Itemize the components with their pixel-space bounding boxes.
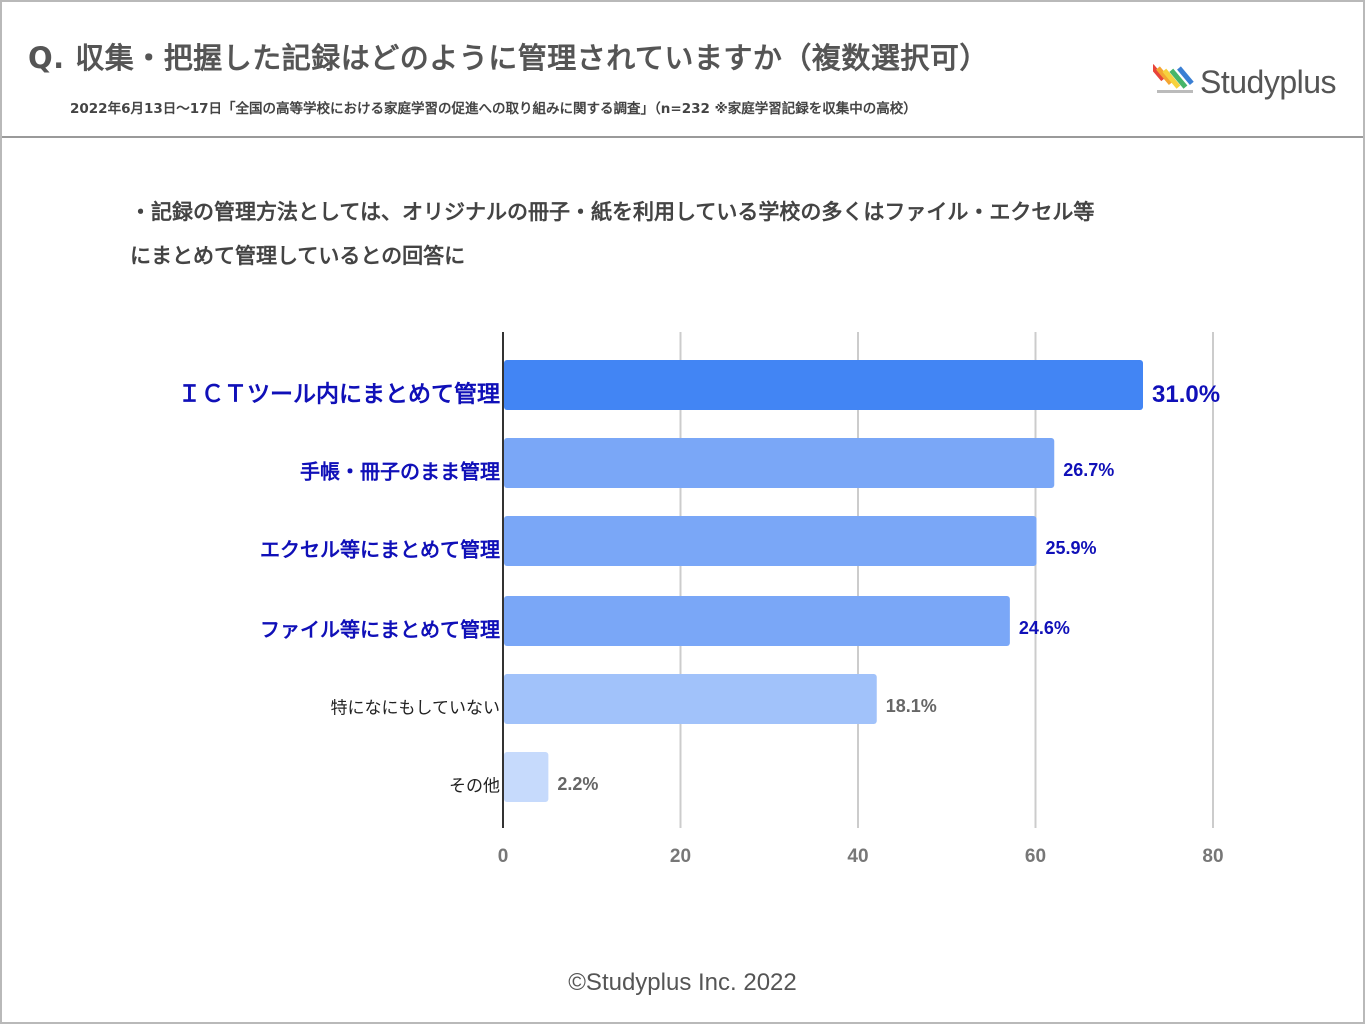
data-label: 31.0% bbox=[1152, 381, 1220, 408]
survey-subtitle: 2022年6月13日～17日「全国の高等学校における家庭学習の促進への取り組みに… bbox=[70, 101, 917, 117]
copyright: ©Studyplus Inc. 2022 bbox=[568, 969, 797, 996]
category-label: ＩＣＴツール内にまとめて管理 bbox=[178, 381, 500, 408]
category-label: 特になにもしていない bbox=[331, 698, 501, 718]
data-label: 26.7% bbox=[1063, 460, 1114, 480]
note-line-1: ・記録の管理方法としては、オリジナルの冊子・紙を利用している学校の多くはファイル… bbox=[130, 200, 1095, 224]
note-line-2: にまとめて管理しているとの回答に bbox=[130, 244, 466, 268]
bar-chart: 0 20 40 60 80 ＩＣＴツール内にまとめて管理 31.0% 手帳・冊子のまま管理 26… bbox=[178, 332, 1224, 867]
header: Q. 収集・把握した記録はどのように管理されていますか（複数選択可） 2022年… bbox=[2, 2, 1363, 138]
category-label: その他 bbox=[449, 776, 500, 796]
bar bbox=[504, 674, 877, 724]
pencil-stripes-icon bbox=[1153, 64, 1194, 93]
x-tick-label: 40 bbox=[847, 846, 868, 867]
data-label: 24.6% bbox=[1019, 618, 1070, 638]
data-label: 25.9% bbox=[1046, 538, 1097, 558]
x-tick-label: 60 bbox=[1025, 846, 1046, 867]
bar bbox=[504, 516, 1037, 566]
bar bbox=[504, 752, 549, 802]
x-tick-label: 0 bbox=[498, 846, 509, 867]
data-label: 2.2% bbox=[557, 774, 598, 794]
data-label: 18.1% bbox=[886, 696, 937, 716]
category-label: エクセル等にまとめて管理 bbox=[260, 538, 500, 562]
bar bbox=[504, 596, 1010, 646]
category-label: ファイル等にまとめて管理 bbox=[260, 618, 500, 642]
studyplus-logo-text: Studyplus bbox=[1200, 64, 1337, 100]
page-title: Q. 収集・把握した記録はどのように管理されていますか（複数選択可） bbox=[28, 41, 989, 75]
bar bbox=[504, 360, 1143, 410]
x-tick-label: 20 bbox=[670, 846, 691, 867]
x-tick-label: 80 bbox=[1202, 846, 1223, 867]
bar bbox=[504, 438, 1055, 488]
category-label: 手帳・冊子のまま管理 bbox=[300, 460, 500, 484]
